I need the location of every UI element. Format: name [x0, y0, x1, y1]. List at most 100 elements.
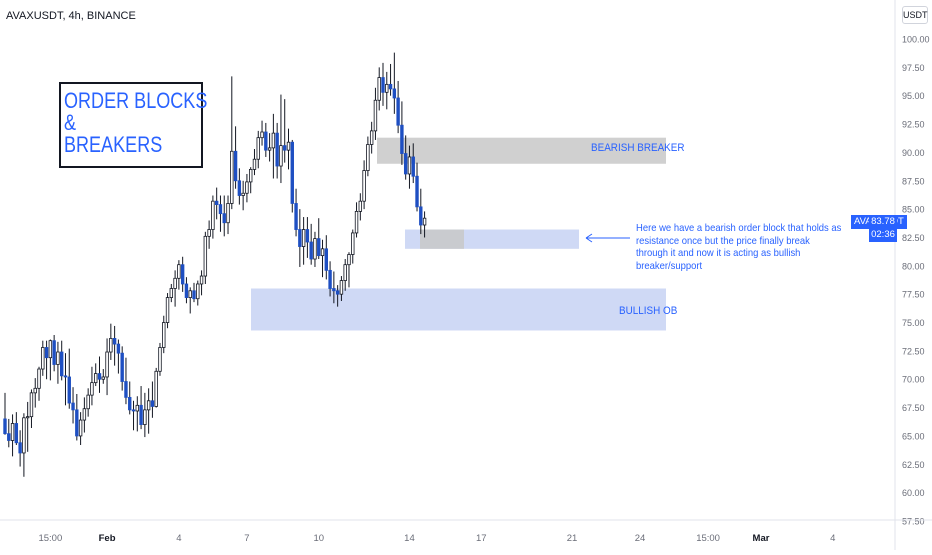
time-tick-label: 21 [567, 533, 578, 544]
bull-candle [241, 192, 245, 196]
bull-candle [347, 254, 351, 266]
price-tick-label: 97.50 [902, 63, 925, 73]
bull-candle [165, 297, 170, 323]
price-tick-label: 70.00 [902, 375, 925, 385]
bull-candle [143, 409, 147, 426]
bull-candle [286, 141, 291, 151]
bull-candle [78, 419, 83, 437]
note-arrow-head [585, 233, 593, 243]
bull-candle [109, 338, 113, 353]
bear-candle [124, 381, 128, 398]
bear-candle [44, 347, 49, 359]
time-tick-label: 24 [635, 533, 646, 544]
bear-candle [264, 131, 268, 151]
price-tick-label: 72.50 [902, 346, 925, 356]
price-tick-label: 92.50 [902, 120, 925, 130]
bull-candle [354, 210, 359, 234]
symbol-title[interactable]: AVAXUSDT, 4h, BINANCE [6, 10, 136, 22]
bear-candle [7, 433, 11, 441]
price-tick-label: 95.00 [902, 91, 925, 101]
bear-candle [411, 156, 415, 177]
bear-candle [400, 124, 404, 154]
bullish-ob-zone [251, 288, 666, 331]
title-box: ORDER BLOCKS & BREAKERS [59, 82, 208, 168]
currency-button[interactable]: USDT [902, 6, 928, 24]
time-tick-label: Feb [99, 533, 116, 544]
bull-candle [48, 340, 53, 359]
price-tick-label: 67.50 [902, 403, 925, 413]
bear-candle [309, 241, 313, 260]
bear-candle [116, 343, 121, 354]
price-tick-label: 60.00 [902, 488, 925, 498]
bear-candle [298, 229, 302, 247]
bear-candle [283, 145, 287, 151]
price-axis: 57.50 60.00 62.50 65.00 67.50 70.00 72.50 75.00… [894, 0, 930, 550]
time-tick-label: 14 [404, 533, 415, 544]
price-tick-label: 85.00 [902, 205, 925, 215]
bull-candle [377, 77, 381, 101]
bear-candle [52, 340, 56, 365]
bear-candle [222, 213, 226, 224]
title-line-1: ORDER BLOCKS [64, 88, 208, 113]
bear-candle [332, 288, 336, 292]
bear-candle [150, 400, 155, 407]
bull-candle [101, 376, 105, 380]
bear-candle [180, 264, 185, 285]
bull-candle [385, 83, 389, 93]
bull-candle [162, 322, 166, 348]
bull-candle [358, 200, 363, 212]
bull-candle [82, 408, 87, 421]
bull-candle [271, 132, 276, 149]
time-tick-label: 4 [176, 533, 181, 544]
price-tick-label: 87.50 [902, 176, 925, 186]
bear-candle [14, 423, 19, 444]
bull-candle [226, 203, 230, 224]
bear-candle [275, 132, 279, 167]
price-tick-label: 65.00 [902, 431, 925, 441]
price-tick-label: 75.00 [902, 318, 925, 328]
bear-candle [128, 396, 132, 411]
price-tick-label: 90.00 [902, 148, 925, 158]
bear-candle [131, 409, 136, 412]
bull-candle [90, 382, 94, 396]
bearish-breaker-label: BEARISH BREAKER [591, 142, 685, 154]
bear-candle [290, 141, 294, 204]
price-tick-label: 57.50 [902, 517, 925, 527]
bear-candle [71, 402, 75, 411]
bear-candle [324, 248, 328, 271]
bear-candle [233, 150, 238, 182]
bull-candle [362, 170, 366, 202]
bull-candle [29, 392, 34, 418]
bull-candle [154, 370, 158, 407]
bull-candle [199, 275, 204, 285]
bull-candle [301, 229, 306, 247]
retest-overlap-zone [420, 229, 464, 249]
bull-candle [146, 400, 151, 411]
bull-candle [366, 144, 370, 171]
bear-candle [3, 418, 7, 435]
time-tick-label: 15:00 [696, 533, 720, 544]
price-tick-label: 77.50 [902, 290, 925, 300]
bull-candle [248, 169, 253, 183]
bull-candle [422, 217, 427, 226]
last-price-tag: 83.78 02:36 [869, 215, 897, 242]
bull-candle [105, 351, 109, 378]
bull-candle [158, 347, 162, 372]
bear-candle [60, 351, 64, 377]
bear-candle [294, 203, 298, 230]
bull-candle [339, 280, 344, 295]
bull-candle [135, 404, 139, 412]
time-tick-label: 10 [313, 533, 324, 544]
bear-candle [317, 238, 321, 257]
bull-candle [41, 347, 45, 370]
bull-candle [37, 368, 41, 389]
bull-candle [211, 200, 215, 230]
bear-candle [18, 442, 22, 454]
bear-candle [67, 376, 71, 404]
title-line-2: & [64, 110, 77, 135]
bear-candle [392, 88, 397, 99]
note-arrow [585, 233, 630, 243]
bull-candle [313, 238, 317, 260]
